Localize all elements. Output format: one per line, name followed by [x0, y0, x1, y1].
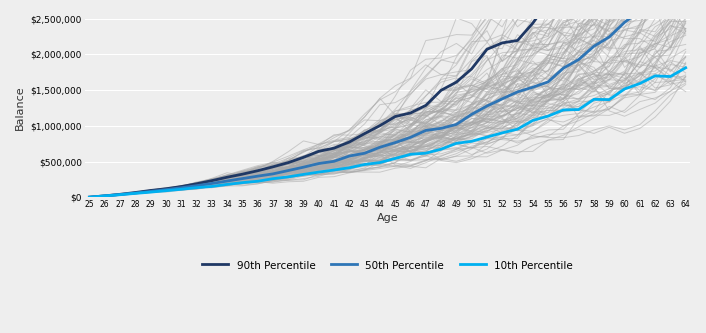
X-axis label: Age: Age [377, 213, 398, 223]
Legend: 90th Percentile, 50th Percentile, 10th Percentile: 90th Percentile, 50th Percentile, 10th P… [198, 256, 577, 275]
Y-axis label: Balance: Balance [15, 86, 25, 130]
